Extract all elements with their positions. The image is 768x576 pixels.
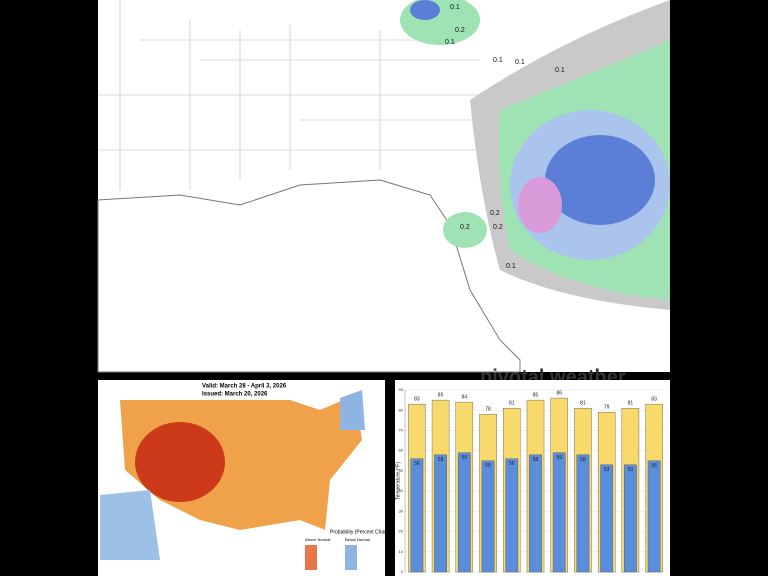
bar bbox=[529, 454, 542, 573]
precip-label: 0.1 bbox=[515, 59, 525, 66]
value-label: 86 bbox=[556, 390, 562, 396]
bar bbox=[505, 458, 519, 573]
bar-chart: Temperature (°F) 0 10 20 30 40 50 60 70 80 90 83 85… bbox=[395, 380, 670, 576]
y-tick-label: 20 bbox=[399, 529, 404, 534]
legend-above: Above Normal bbox=[305, 537, 330, 542]
y-tick-label: 0 bbox=[401, 569, 404, 574]
value-label: 85 bbox=[438, 392, 444, 398]
legend-title: Probability (Percent Chance) bbox=[330, 529, 394, 535]
value-label: 83 bbox=[414, 396, 420, 402]
y-tick-label: 90 bbox=[399, 387, 404, 392]
value-label: 53 bbox=[604, 467, 610, 473]
precip-label: 0.2 bbox=[493, 224, 503, 231]
value-label: 83 bbox=[651, 396, 657, 402]
outlook-map: Valid: March 28 - April 3, 2026 Issued: … bbox=[98, 380, 394, 576]
y-tick-label: 40 bbox=[399, 488, 404, 493]
value-label: 59 bbox=[556, 455, 562, 461]
value-label: 81 bbox=[628, 401, 634, 407]
value-label: 81 bbox=[509, 401, 515, 407]
bar bbox=[457, 452, 471, 573]
value-label: 59 bbox=[462, 455, 468, 461]
precip-label: 0.1 bbox=[450, 4, 460, 11]
y-tick-label: 70 bbox=[399, 428, 404, 433]
precip-label: 0.2 bbox=[460, 224, 470, 231]
issued-text: Issued: March 20, 2026 bbox=[202, 392, 268, 398]
map-labels: 0.1 0.2 0.1 0.1 0.1 0.2 0.2 0.1 0.2 0.1 bbox=[445, 4, 565, 270]
bar bbox=[624, 464, 637, 573]
y-axis-title: Temperature (°F) bbox=[395, 462, 401, 500]
value-label: 58 bbox=[438, 457, 444, 463]
value-label: 53 bbox=[628, 467, 634, 473]
precip-blue bbox=[410, 0, 440, 20]
bar bbox=[647, 460, 661, 573]
legend-above-swatches bbox=[305, 545, 317, 570]
legend-below: Below Normal bbox=[345, 537, 370, 542]
bar bbox=[552, 452, 566, 573]
county-lines bbox=[98, 0, 670, 190]
value-label: 55 bbox=[651, 463, 657, 469]
legend-below-swatches bbox=[345, 545, 357, 570]
precip-label: 0.2 bbox=[490, 210, 500, 217]
y-tick-label: 10 bbox=[399, 549, 404, 554]
bar bbox=[434, 454, 447, 573]
value-label: 85 bbox=[533, 392, 539, 398]
us-below-normal bbox=[340, 390, 365, 430]
value-label: 79 bbox=[604, 405, 610, 411]
y-tick-label: 50 bbox=[399, 468, 404, 473]
precip-label: 0.2 bbox=[455, 27, 465, 34]
y-tick-label: 30 bbox=[399, 508, 404, 513]
bar bbox=[600, 464, 614, 573]
bar bbox=[481, 460, 495, 573]
bar bbox=[410, 458, 424, 573]
value-label: 56 bbox=[414, 461, 420, 467]
value-label: 55 bbox=[485, 463, 491, 469]
bar bbox=[576, 454, 590, 573]
precip-label: 0.1 bbox=[445, 39, 455, 46]
y-tick-label: 80 bbox=[399, 407, 404, 412]
precip-label: 0.1 bbox=[493, 57, 503, 64]
value-label: 81 bbox=[580, 401, 586, 407]
weather-map: 0.1 0.2 0.1 0.1 0.1 0.2 0.2 0.1 0.2 0.1 … bbox=[97, 0, 670, 388]
precip-label: 0.1 bbox=[506, 263, 516, 270]
precip-green bbox=[443, 212, 487, 248]
precip-purple bbox=[518, 177, 562, 233]
alaska bbox=[100, 490, 160, 560]
y-tick-label: 60 bbox=[399, 448, 404, 453]
value-label: 84 bbox=[462, 394, 468, 400]
value-label: 78 bbox=[485, 407, 491, 413]
valid-text: Valid: March 28 - April 3, 2026 bbox=[202, 384, 287, 390]
value-label: 56 bbox=[509, 461, 515, 467]
value-label: 58 bbox=[580, 457, 586, 463]
us-high-probability bbox=[135, 422, 225, 502]
precip-darkblue bbox=[545, 135, 655, 225]
precip-label: 0.1 bbox=[555, 67, 565, 74]
value-label: 58 bbox=[533, 457, 539, 463]
